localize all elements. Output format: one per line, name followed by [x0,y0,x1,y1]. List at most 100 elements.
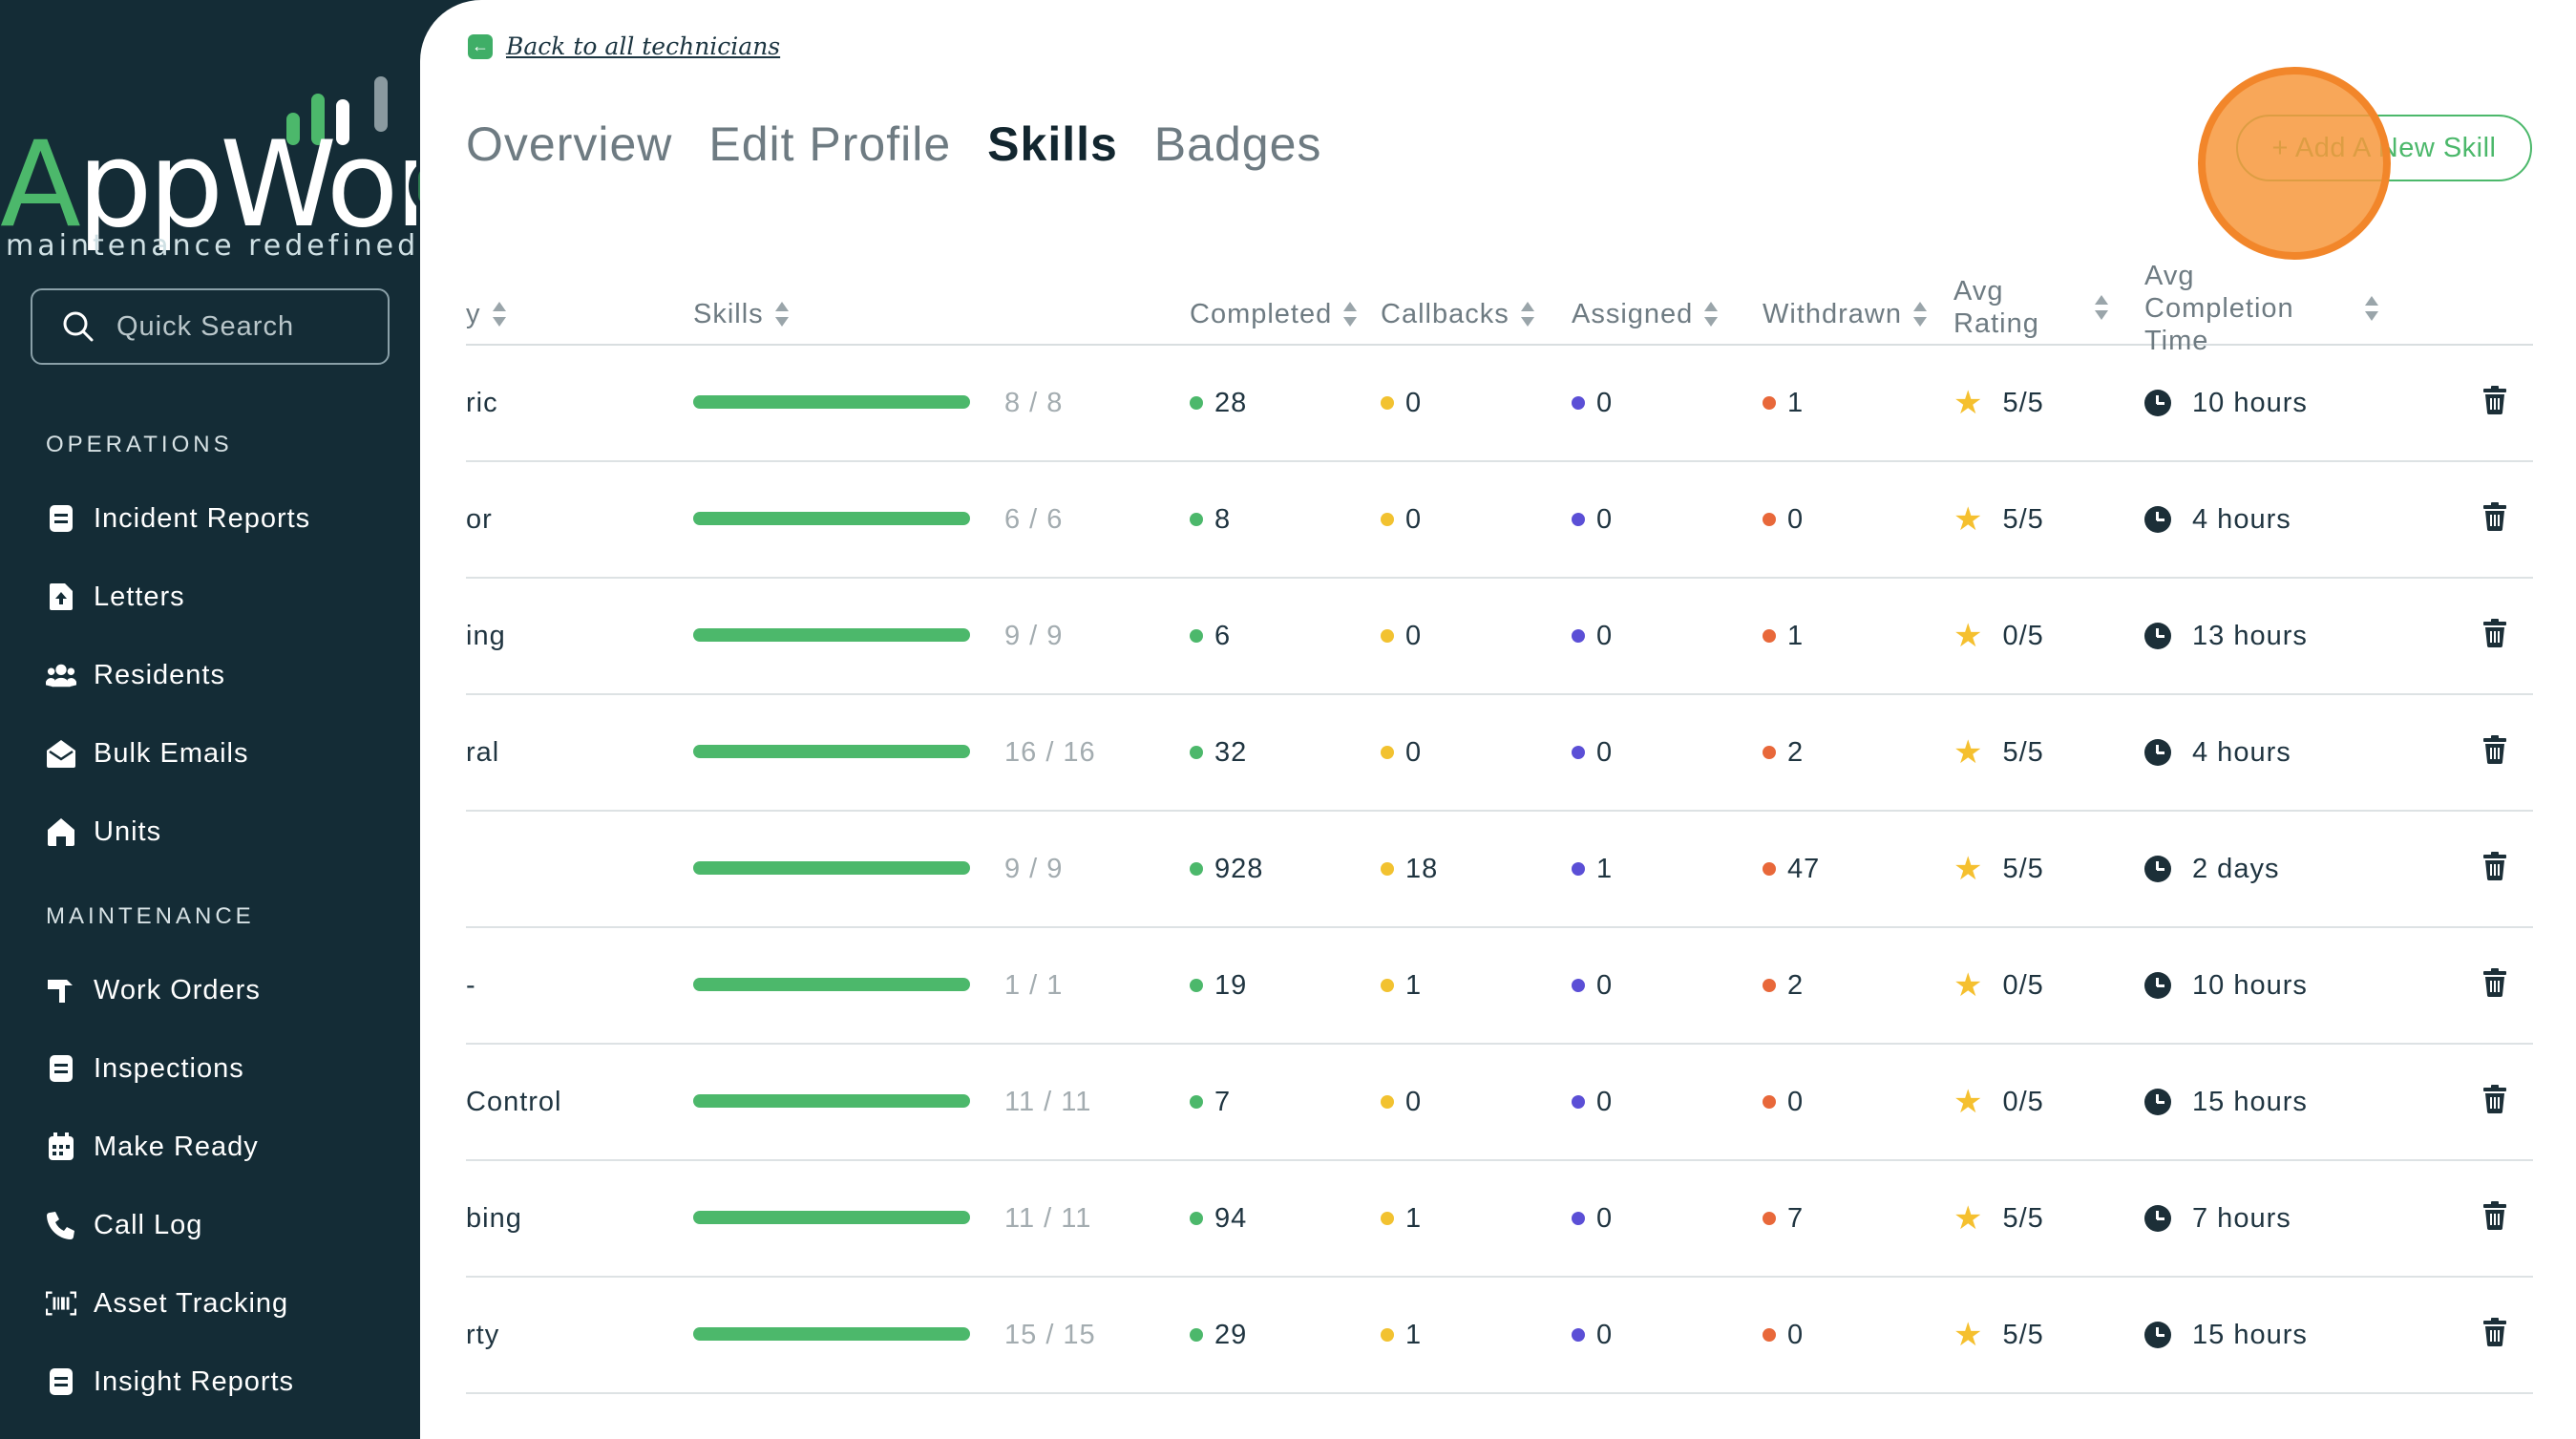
trash-icon[interactable] [2483,502,2506,531]
sort-icon[interactable] [2364,292,2378,325]
nav-label: Bulk Emails [94,737,249,769]
callbacks-dot-icon [1381,746,1394,759]
tab-overview[interactable]: Overview [466,117,673,171]
sort-icon[interactable] [1520,298,1534,330]
withdrawn-count: 0 [1763,1045,1804,1159]
nav-residents[interactable]: Residents [46,651,225,699]
assigned-count: 0 [1572,462,1613,577]
nav-work-orders[interactable]: Work Orders [46,966,261,1014]
sort-icon[interactable] [2094,291,2108,324]
callbacks-dot-icon [1381,396,1394,410]
main-panel: ← Back to all technicians Overview Edit … [420,0,2576,1439]
back-to-technicians-link[interactable]: ← Back to all technicians [468,32,780,60]
trash-icon[interactable] [2483,1085,2506,1113]
column-header-skills[interactable]: Skills [693,298,789,330]
skill-ratio: 15 / 15 [1004,1319,1096,1350]
table-row[interactable]: ric 8 / 8 28 0 0 1 ★ 5/5 10 hours [466,346,2533,462]
nav-label: Insight Reports [94,1365,295,1397]
table-row[interactable]: rty 15 / 15 29 1 0 0 ★ 5/5 15 hours [466,1278,2533,1394]
trash-icon[interactable] [2483,1201,2506,1230]
skill-category: or [466,503,493,535]
withdrawn-dot-icon [1763,1212,1776,1225]
search-icon [63,311,94,342]
skill-category: - [466,969,476,1001]
column-header-withdrawn[interactable]: Withdrawn [1763,298,1927,330]
table-row[interactable]: 9 / 9 928 18 1 47 ★ 5/5 2 days [466,812,2533,928]
nav-label: Residents [94,659,225,690]
nav-make-ready[interactable]: Make Ready [46,1123,259,1171]
column-header-assigned[interactable]: Assigned [1572,298,1719,330]
withdrawn-dot-icon [1763,396,1776,410]
table-row[interactable]: ral 16 / 16 32 0 0 2 ★ 5/5 4 hours [466,695,2533,812]
sort-icon[interactable] [1913,298,1927,330]
column-header-callbacks[interactable]: Callbacks [1381,298,1534,330]
withdrawn-dot-icon [1763,979,1776,992]
tab-edit-profile[interactable]: Edit Profile [708,117,952,171]
trash-icon[interactable] [2483,968,2506,997]
assigned-dot-icon [1572,1095,1585,1109]
appwork-logo[interactable]: AppWork maintenance redefined K [0,69,508,269]
withdrawn-dot-icon [1763,629,1776,643]
trash-icon[interactable] [2483,386,2506,414]
avg-completion-time: 13 hours [2144,579,2308,693]
nav-letters[interactable]: Letters [46,573,185,621]
back-link-text: Back to all technicians [506,32,781,60]
home-icon [46,816,76,847]
column-header-avg-completion-time[interactable]: Avg Completion Time [2144,260,2378,357]
trash-icon[interactable] [2483,1318,2506,1346]
column-header-completed[interactable]: Completed [1190,298,1358,330]
column-header-avg-rating[interactable]: Avg Rating [1953,275,2108,340]
table-row[interactable]: bing 11 / 11 94 1 0 7 ★ 5/5 7 hours [466,1161,2533,1278]
phone-icon [46,1210,76,1240]
table-row[interactable]: or 6 / 6 8 0 0 0 ★ 5/5 4 hours [466,462,2533,579]
sort-icon[interactable] [1343,298,1358,330]
sort-icon[interactable] [774,298,789,330]
calendar-icon [46,1132,76,1162]
completed-count: 7 [1190,1045,1231,1159]
completed-dot-icon [1190,1095,1203,1109]
clock-icon [2144,1205,2171,1232]
logo-tagline: maintenance redefined [6,229,420,263]
nav-label: Units [94,815,162,847]
avg-completion-time: 10 hours [2144,928,2308,1043]
avg-rating: ★ 0/5 [1953,618,2044,654]
callbacks-count: 1 [1381,1161,1422,1276]
avg-completion-time: 4 hours [2144,695,2291,810]
sort-icon[interactable] [492,298,506,330]
assigned-count: 0 [1572,346,1613,460]
table-row[interactable]: Control 11 / 11 7 0 0 0 ★ 0/5 15 hours [466,1045,2533,1161]
clock-icon [2144,623,2171,649]
nav-call-log[interactable]: Call Log [46,1201,202,1249]
table-row[interactable]: ing 9 / 9 6 0 0 1 ★ 0/5 13 hours [466,579,2533,695]
callbacks-dot-icon [1381,629,1394,643]
nav-label: Inspections [94,1052,244,1084]
sort-icon[interactable] [1704,298,1719,330]
trash-icon[interactable] [2483,852,2506,880]
tab-skills[interactable]: Skills [987,117,1118,171]
nav-bulk-emails[interactable]: Bulk Emails [46,730,249,777]
nav-incident-reports[interactable]: Incident Reports [46,495,310,542]
withdrawn-dot-icon [1763,1095,1776,1109]
completed-dot-icon [1190,513,1203,526]
users-icon [46,660,76,690]
trash-icon[interactable] [2483,735,2506,764]
trash-icon[interactable] [2483,619,2506,647]
table-row[interactable]: - 1 / 1 19 1 0 2 ★ 0/5 10 hours [466,928,2533,1045]
nav-insight-reports[interactable]: Insight Reports [46,1358,294,1406]
section-title-operations: OPERATIONS [46,432,233,457]
nav-asset-tracking[interactable]: Asset Tracking [46,1280,288,1327]
assigned-dot-icon [1572,746,1585,759]
assigned-count: 0 [1572,579,1613,693]
document-icon [46,1366,76,1397]
skill-progress-bar [693,978,970,991]
tab-badges[interactable]: Badges [1153,117,1322,171]
completed-dot-icon [1190,979,1203,992]
assigned-dot-icon [1572,979,1585,992]
star-icon: ★ [1953,385,1984,421]
avg-rating: ★ 5/5 [1953,501,2044,538]
column-header-category[interactable]: y [466,298,506,330]
assigned-dot-icon [1572,1212,1585,1225]
nav-inspections[interactable]: Inspections [46,1045,244,1092]
nav-units[interactable]: Units [46,808,161,856]
quick-search-input[interactable]: Quick Search [31,288,390,365]
